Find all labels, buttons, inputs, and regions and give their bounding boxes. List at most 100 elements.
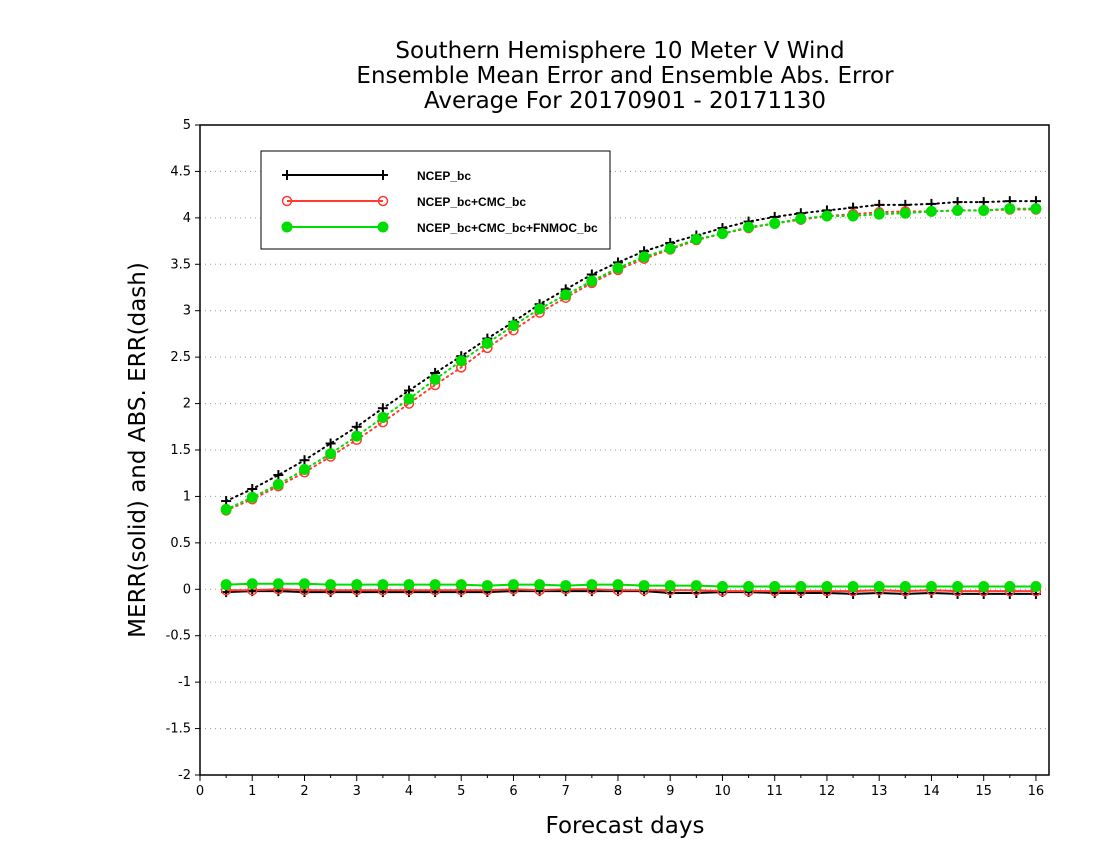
series-ncep-bc-cmc-bc-fnmoc-bc-mean-err-point [978,581,990,592]
y-tick-label: 0 [183,582,191,597]
series-ncep-bc-cmc-bc-fnmoc-bc-mean-err-point [795,581,807,592]
series-ncep-bc-cmc-bc-fnmoc-bc-abs-err-point [246,491,258,503]
legend-marker-ncep-bc-cmc-bc-end [377,195,389,207]
x-tick-label: 10 [714,784,731,799]
legend-label-ncep-bc-cmc-bc: NCEP_bc+CMC_bc [417,195,526,209]
series-ncep-bc-cmc-bc-fnmoc-bc-abs-err-point [272,478,284,490]
x-tick-label: 3 [353,784,361,799]
y-axis-label: MERR(solid) and ABS. ERR(dash) [125,262,151,638]
x-tick-label: 7 [562,784,570,799]
series-ncep-bc-cmc-bc-fnmoc-bc-mean-err-point [847,581,859,592]
x-tick-label: 6 [509,784,517,799]
chart-title-line-1: Southern Hemisphere 10 Meter V Wind [395,38,844,64]
series-ncep-bc-cmc-bc-fnmoc-bc-abs-err-point [1030,203,1042,215]
series-ncep-bc-cmc-bc-abs-err-line [225,208,1037,512]
series-ncep-bc-cmc-bc-fnmoc-bc-abs-err-point [821,210,833,222]
y-tick-label: 4.5 [170,164,191,179]
series-ncep-bc-abs-err-point [273,470,284,481]
series-ncep-bc-cmc-bc-fnmoc-bc-abs-err-point [586,275,598,287]
series-ncep-bc-cmc-bc-fnmoc-bc-mean-err-point [560,580,572,592]
legend-marker-ncep-bc-cmc-bc-fnmoc-bc-start [281,221,293,233]
series-ncep-bc-cmc-bc-fnmoc-bc-abs-err-line [225,207,1037,511]
series-ncep-bc-abs-err-point [351,421,362,432]
y-tick-label: -2 [178,768,191,783]
series-ncep-bc-cmc-bc-fnmoc-bc-abs-err-point [351,430,363,442]
x-tick-label: 13 [871,784,888,799]
series-ncep-bc-cmc-bc-fnmoc-bc-abs-err-point [455,355,467,367]
series-ncep-bc-cmc-bc-fnmoc-bc-mean-err-point [377,579,389,591]
series-ncep-bc-cmc-bc-fnmoc-bc-abs-err-point [534,303,546,315]
x-tick-label: 11 [766,784,783,799]
series-ncep-bc-cmc-bc-fnmoc-bc-mean-err-point [429,579,441,591]
y-tick-label: 2 [183,397,191,412]
series-ncep-bc-cmc-bc-fnmoc-bc-abs-err-point [1004,203,1016,215]
series-ncep-bc-cmc-bc-fnmoc-bc-abs-err-point [638,251,650,263]
series-ncep-bc-cmc-bc-fnmoc-bc-mean-err-point [716,581,728,592]
y-tick-label: 3 [183,304,191,319]
legend-marker-ncep-bc-cmc-bc-start [281,195,293,207]
series-ncep-bc-cmc-bc-fnmoc-bc-abs-err-point [925,205,937,217]
series-ncep-bc-cmc-bc-fnmoc-bc-abs-err-point [403,393,415,405]
series-ncep-bc-cmc-bc-fnmoc-bc-mean-err-point [481,580,493,592]
series-ncep-bc-cmc-bc-fnmoc-bc-abs-err-point [716,228,728,240]
series-ncep-bc-cmc-bc-fnmoc-bc-abs-err-point [429,373,441,385]
y-tick-label: -1.5 [166,722,191,737]
series-ncep-bc-cmc-bc-mean-err-line [226,588,1036,593]
series-ncep-bc-cmc-bc-fnmoc-bc-mean-err-point [272,578,284,590]
y-tick-label: -0.5 [166,629,191,644]
x-tick-label: 12 [819,784,836,799]
x-tick-label: 5 [457,784,465,799]
x-axis-label: Forecast days [546,813,705,839]
series-ncep-bc-cmc-bc-fnmoc-bc-mean-err-point [246,578,258,590]
legend: NCEP_bc NCEP_bc+CMC_bc NCEP_bc+CMC_bc+FNMO… [260,150,611,250]
series-ncep-bc-cmc-bc-fnmoc-bc-mean-err-point [664,580,676,592]
series-ncep-bc-cmc-bc-fnmoc-bc-mean-err-point [925,581,937,592]
y-tick-label: 1.5 [170,443,191,458]
x-tick-label: 0 [196,784,204,799]
series-ncep-bc-cmc-bc-fnmoc-bc-abs-err-point [873,208,885,220]
series-ncep-bc-cmc-bc-fnmoc-bc-mean-err-point [899,581,911,592]
legend-marker-ncep-bc-end [378,170,388,180]
series-ncep-bc-abs-err-point [299,455,310,466]
legend-label-ncep-bc-cmc-bc-fnmoc-bc: NCEP_bc+CMC_bc+FNMOC_bc [417,221,598,235]
x-tick-label: 16 [1028,784,1045,799]
series-ncep-bc-cmc-bc-fnmoc-bc-abs-err-point [795,213,807,225]
y-tick-label: 3.5 [170,257,191,272]
series-ncep-bc-cmc-bc-fnmoc-bc-mean-err-point [403,579,415,591]
series-ncep-bc-cmc-bc-fnmoc-bc-mean-err-point [1030,581,1042,592]
y-tick-label: -1 [178,675,191,690]
series-ncep-bc-cmc-bc-fnmoc-bc-abs-err-point [664,243,676,254]
y-tick-label: 4 [183,211,191,226]
series-ncep-bc-cmc-bc-fnmoc-bc-abs-err-point [612,262,624,274]
series-ncep-bc-cmc-bc-fnmoc-bc-mean-err-line [226,582,1036,588]
y-tick-label: 5 [183,118,191,133]
series-ncep-bc-cmc-bc-fnmoc-bc-mean-err-point [821,581,833,592]
x-tick-label: 14 [923,784,940,799]
series-ncep-bc-cmc-bc-fnmoc-bc-abs-err-point [952,204,964,216]
series-ncep-bc-cmc-bc-fnmoc-bc-mean-err-point [638,580,650,592]
x-tick-label: 4 [405,784,413,799]
series-ncep-bc-cmc-bc-fnmoc-bc-abs-err-point [847,210,859,222]
chart-title-line-2: Ensemble Mean Error and Ensemble Abs. Er… [356,63,894,89]
series-ncep-bc-cmc-bc-fnmoc-bc-mean-err-point [298,578,310,590]
series-ncep-bc-cmc-bc-fnmoc-bc-mean-err-point [1004,581,1016,592]
series-ncep-bc-cmc-bc-fnmoc-bc-mean-err-point [455,579,467,591]
y-tick-label: 1 [183,489,191,504]
series-ncep-bc-cmc-bc-fnmoc-bc-abs-err-point [481,337,493,349]
series-ncep-bc-cmc-bc-fnmoc-bc-abs-err-point [978,204,990,216]
series-ncep-bc-cmc-bc-fnmoc-bc-mean-err-point [534,579,546,591]
series-ncep-bc-cmc-bc-fnmoc-bc-abs-err-point [507,320,519,332]
legend-label-ncep-bc: NCEP_bc [417,169,471,183]
series-ncep-bc-cmc-bc-fnmoc-bc-mean-err-point [586,579,598,591]
series-ncep-bc-cmc-bc-fnmoc-bc-mean-err-point [690,580,702,592]
x-tick-label: 1 [248,784,256,799]
series-ncep-bc-cmc-bc-fnmoc-bc-mean-err-point [873,581,885,592]
series-ncep-bc-cmc-bc-fnmoc-bc-abs-err-point [899,207,911,219]
series-ncep-bc-cmc-bc-fnmoc-bc-abs-err-point [690,233,702,245]
series-ncep-bc-cmc-bc-fnmoc-bc-abs-err-point [298,464,310,475]
series-ncep-bc-cmc-bc-fnmoc-bc-mean-err-point [507,579,519,591]
series-ncep-bc-abs-err-point [325,438,336,449]
series-ncep-bc-cmc-bc-fnmoc-bc-mean-err-point [952,581,964,592]
x-tick-label: 15 [975,784,992,799]
